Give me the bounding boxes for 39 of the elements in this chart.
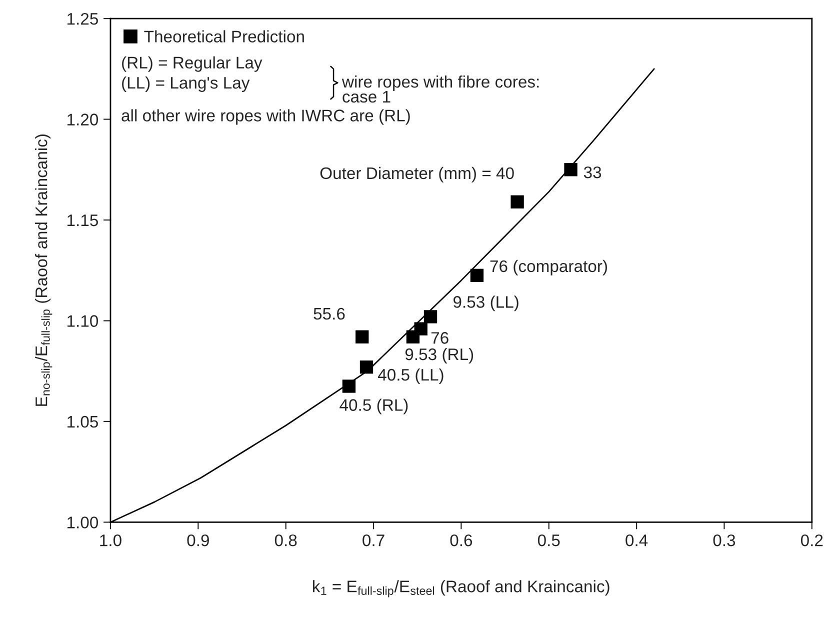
annotation: (RL) = Regular Lay (122, 56, 262, 72)
y-tick-label: 1.25 (68, 12, 98, 25)
y-tick-label: 1.20 (68, 114, 98, 126)
annotation: 40.5 (LL) (378, 368, 444, 384)
annotation: all other wire ropes with IWRC are (RL) (122, 109, 410, 125)
legend-label: Theoretical Prediction (144, 30, 304, 42)
annotation: (LL) = Lang's Lay (122, 76, 250, 92)
x-tick-label: 0.2 (800, 534, 823, 546)
x-tick-label: 0.7 (362, 534, 384, 546)
point (406, 330, 420, 344)
x-tick-label: 0.5 (538, 534, 560, 546)
point (564, 163, 578, 176)
x-axis-title: k$_{1}$ = E$_{full‐slip}$/E$_{steel}$ (Raoof and Kraincanic) (312, 580, 610, 598)
point (510, 195, 524, 208)
y-axis-title: E$_{no‐slip}$/E$_{full‐slip}$ (Raoof and Kraincanic) (35, 134, 52, 406)
annotation: 33 (584, 166, 602, 178)
point (424, 310, 438, 324)
point (470, 268, 484, 282)
point (356, 330, 369, 344)
x-tick-label: 0.3 (713, 534, 736, 546)
y-tick-label: 1.15 (68, 214, 98, 226)
x-tick-label: 0.4 (626, 534, 648, 546)
annotation: 9.53 (LL) (454, 296, 518, 312)
annotation: Outer Diameter (mm) = 40 (320, 166, 514, 182)
annotation: 76 (comparator) (490, 260, 607, 276)
x-tick-label: 1.0 (100, 534, 122, 546)
annotation: 40.5 (RL) (340, 398, 408, 414)
point (342, 380, 356, 393)
x-tick-label: 0.8 (274, 534, 297, 546)
x-tick-label: 0.9 (187, 534, 209, 546)
y-tick-label: 1.00 (68, 516, 98, 528)
annotation: 9.53 (RL) (405, 348, 474, 364)
x-tick-label: 0.6 (450, 534, 472, 546)
annotation: 55.6 (314, 308, 345, 320)
annotation: wire ropes with fibre cores: case 1 (342, 75, 539, 103)
point (360, 360, 374, 374)
y-tick-label: 1.10 (68, 315, 98, 327)
annotation: 76 (431, 332, 448, 344)
y-tick-label: 1.05 (68, 416, 98, 428)
